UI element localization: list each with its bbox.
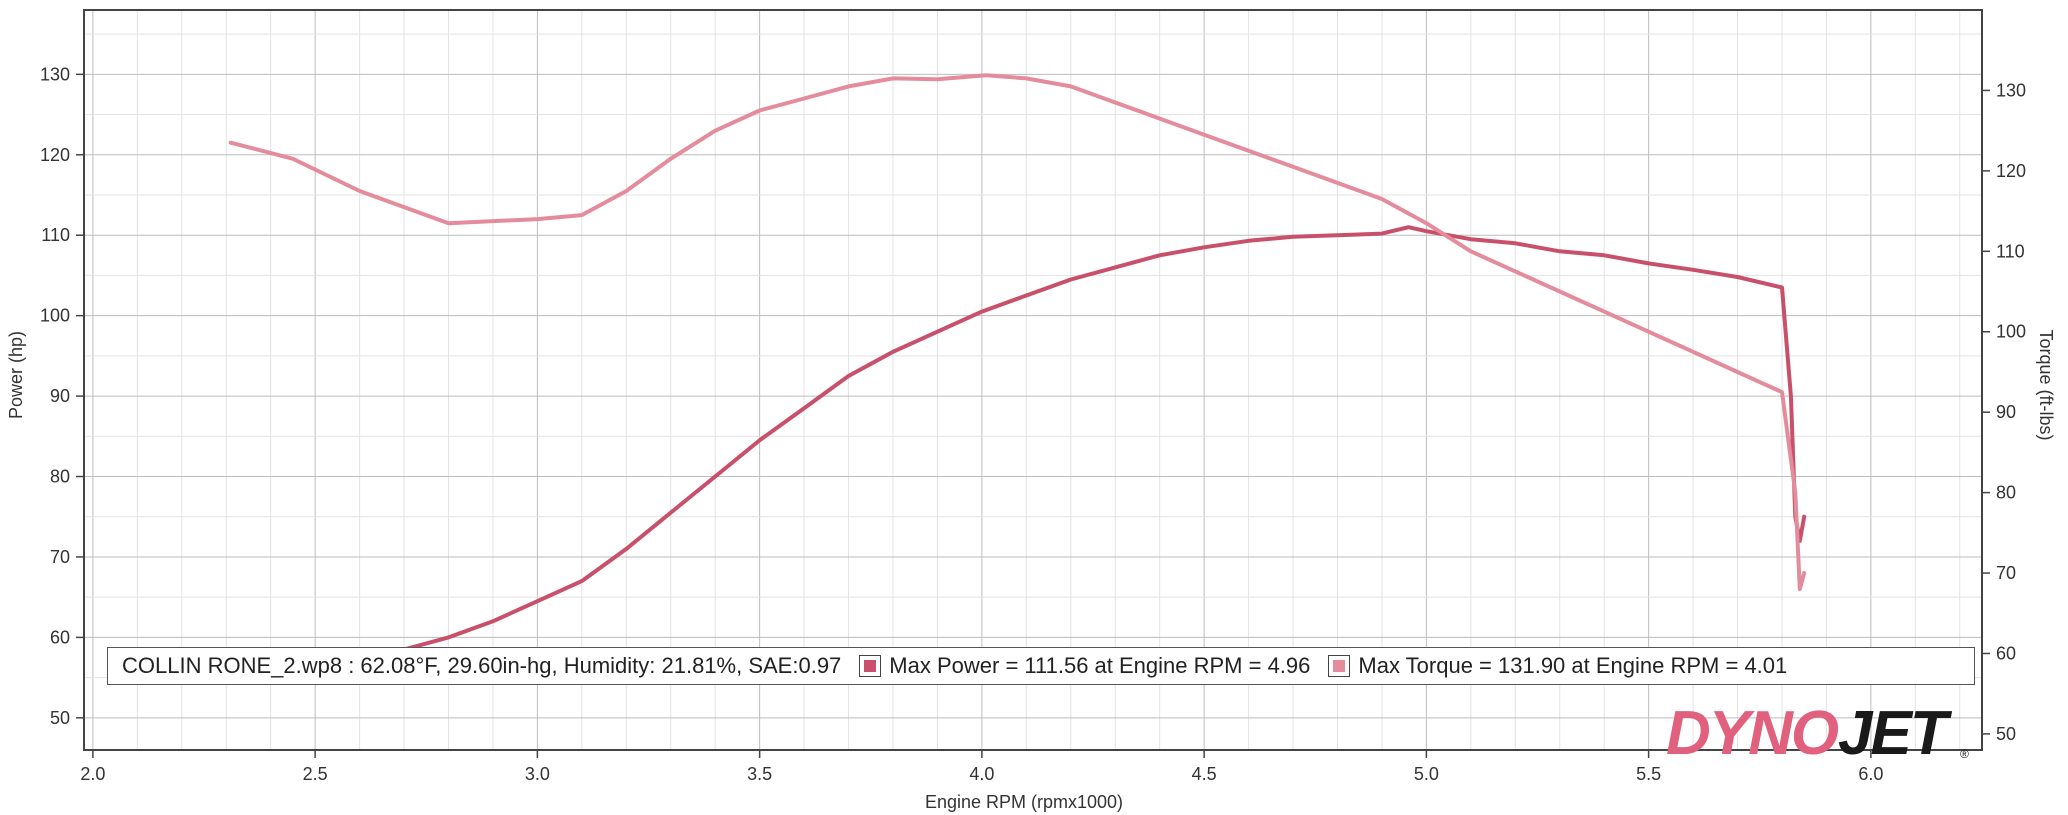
max-power-line <box>228 225 1807 684</box>
legend: COLLIN RONE_2.wp8 : 62.08°F, 29.60in-hg,… <box>107 647 1975 685</box>
y-tick-label-right: 80 <box>1996 483 2016 503</box>
y-axis-title-left: Power (hp) <box>6 331 26 419</box>
max-torque-label: Max Torque = 131.90 at Engine RPM = 4.01 <box>1358 653 1788 678</box>
y-tick-label-right: 120 <box>1996 161 2026 181</box>
x-tick-label: 5.5 <box>1636 764 1661 784</box>
x-tick-label: 4.0 <box>969 764 994 784</box>
y-tick-label-right: 70 <box>1996 563 2016 583</box>
x-tick-label: 5.0 <box>1414 764 1439 784</box>
svg-text:DYNO: DYNO <box>1666 700 1839 762</box>
y-tick-label-left: 80 <box>50 467 70 487</box>
x-tick-label: 2.5 <box>303 764 328 784</box>
y-tick-label-right: 100 <box>1996 322 2026 342</box>
grid <box>84 10 1982 750</box>
y-tick-label-right: 130 <box>1996 80 2026 100</box>
y-tick-label-left: 130 <box>40 64 70 84</box>
y-tick-label-left: 100 <box>40 306 70 326</box>
y-tick-label-left: 120 <box>40 145 70 165</box>
max-power-label: Max Power = 111.56 at Engine RPM = 4.96 <box>889 653 1311 678</box>
y-tick-label-right: 90 <box>1996 402 2016 422</box>
x-tick-label: 2.0 <box>80 764 105 784</box>
svg-text:JET: JET <box>1838 700 1953 762</box>
y-axis-title-right: Torque (ft-lbs) <box>2036 329 2056 440</box>
svg-text:®: ® <box>1960 747 1969 761</box>
y-tick-label-right: 110 <box>1996 241 2025 261</box>
plot-frame <box>83 9 1983 751</box>
x-tick-label: 3.5 <box>747 764 772 784</box>
x-tick-label: 4.5 <box>1192 764 1217 784</box>
run-info: COLLIN RONE_2.wp8 : 62.08°F, 29.60in-hg,… <box>122 653 842 678</box>
y-tick-label-right: 50 <box>1996 724 2016 744</box>
y-tick-label-left: 70 <box>50 547 70 567</box>
y-tick-label-right: 60 <box>1996 643 2016 663</box>
series-layer <box>228 73 1807 684</box>
dynojet-logo: DYNO JET ® <box>1666 700 1969 762</box>
x-tick-label: 3.0 <box>525 764 550 784</box>
axis-ticks: 2.0 2.5 3.0 3.5 4.0 4.5 5.0 5.5 6.0 50 60 70 80 90 100… <box>40 64 2026 784</box>
y-tick-label-left: 60 <box>50 627 70 647</box>
y-tick-label-left: 90 <box>50 386 70 406</box>
power-legend-swatch <box>859 655 882 677</box>
y-tick-label-left: 50 <box>50 708 70 728</box>
x-axis-title: Engine RPM (rpmx1000) <box>925 792 1123 812</box>
torque-legend-swatch <box>1328 655 1351 677</box>
max-torque-line <box>228 73 1807 592</box>
x-tick-label: 6.0 <box>1858 764 1883 784</box>
y-tick-label-left: 110 <box>41 225 70 245</box>
